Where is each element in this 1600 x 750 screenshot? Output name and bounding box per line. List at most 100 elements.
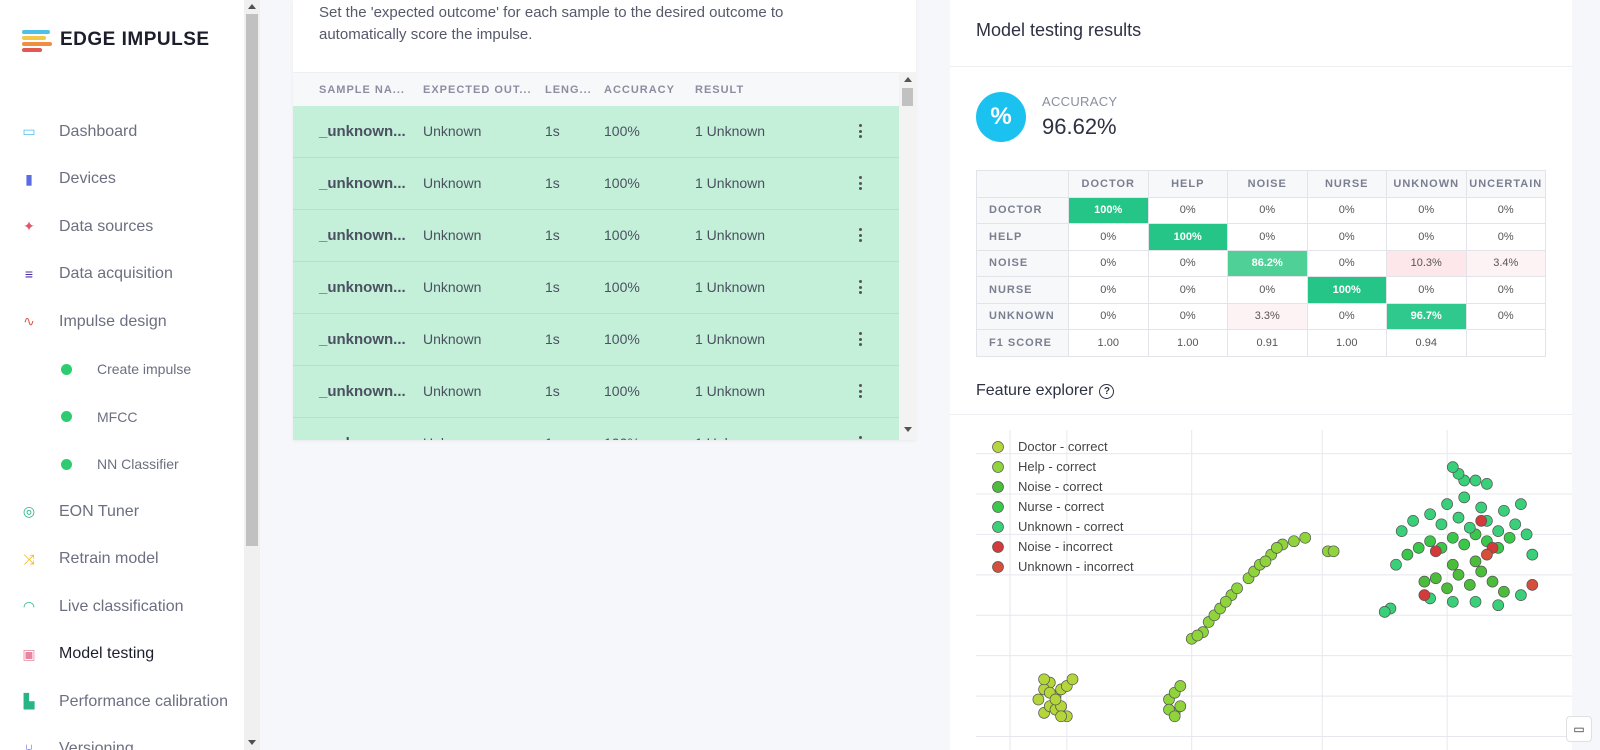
table-row[interactable]: _unknown... Unknown 1s 100% 1 Unknown	[293, 210, 899, 262]
scatter-point	[1407, 515, 1419, 527]
sidebar-item-versioning[interactable]: ⑂ Versioning	[0, 726, 244, 750]
scatter-point	[1424, 535, 1436, 548]
sidebar-item-data-acquisition[interactable]: ≡ Data acquisition	[0, 251, 244, 299]
sidebar-item-mfcc[interactable]: MFCC	[0, 393, 244, 441]
table-row[interactable]: _unknown... Unknown 1s 100% 1 Unknown	[293, 418, 899, 440]
table-scrollbar[interactable]	[899, 72, 916, 440]
cell-name[interactable]: _unknown...	[319, 123, 406, 140]
cell-name[interactable]: _unknown...	[319, 435, 406, 440]
sidebar-item-nn-classifier[interactable]: NN Classifier	[0, 441, 244, 489]
matrix-row-header: F1 SCORE	[976, 329, 1069, 357]
cell-name[interactable]: _unknown...	[319, 227, 406, 244]
cell-name[interactable]: _unknown...	[319, 175, 406, 192]
scroll-down-arrow-icon[interactable]	[248, 740, 256, 745]
scatter-point	[1418, 575, 1431, 588]
table-scroll-thumb[interactable]	[902, 88, 913, 106]
scatter-point	[1435, 518, 1448, 531]
sidebar-item-devices[interactable]: ▮ Devices	[0, 156, 244, 204]
table-row[interactable]: _unknown... Unknown 1s 100% 1 Unknown	[293, 262, 899, 314]
kebab-menu-icon[interactable]	[859, 436, 863, 440]
matrix-cell: 96.7%	[1386, 302, 1467, 330]
col-sample-name[interactable]: SAMPLE NA...	[319, 84, 405, 96]
matrix-cell: 0%	[1306, 302, 1387, 330]
matrix-cell: 3.4%	[1465, 249, 1546, 277]
help-icon[interactable]: ?	[1099, 383, 1115, 399]
scatter-point	[1469, 555, 1482, 568]
table-row[interactable]: _unknown... Unknown 1s 100% 1 Unknown	[293, 106, 899, 158]
kebab-menu-icon[interactable]	[859, 332, 863, 346]
sidebar: EDGE IMPULSE ▭ Dashboard ▮ Devices ✦ Data sou…	[0, 0, 244, 750]
table-row[interactable]: _unknown... Unknown 1s 100% 1 Unknown	[293, 366, 899, 418]
chat-icon[interactable]: ▭	[1566, 716, 1592, 742]
results-panel: Model testing results % ACCURACY 96.62% …	[950, 0, 1572, 750]
sidebar-item-model-testing[interactable]: ▣ Model testing	[0, 631, 244, 679]
scatter-point	[1526, 548, 1539, 561]
legend-entry: Unknown - incorrect	[1018, 559, 1134, 574]
sidebar-item-label: Live classification	[59, 597, 184, 615]
kebab-menu-icon[interactable]	[859, 124, 863, 138]
sidebar-item-eon-tuner[interactable]: ◎ EON Tuner	[0, 488, 244, 536]
col-result[interactable]: RESULT	[695, 84, 745, 96]
sidebar-item-create-impulse[interactable]: Create impulse	[0, 346, 244, 394]
cell-name[interactable]: _unknown...	[319, 331, 406, 348]
dot-icon	[61, 458, 72, 470]
scatter-point	[1049, 693, 1062, 706]
table-row[interactable]: _unknown... Unknown 1s 100% 1 Unknown	[293, 158, 899, 210]
scatter-point	[1526, 579, 1539, 591]
matrix-cell: 0%	[1465, 302, 1546, 330]
cell-expected: Unknown	[423, 175, 482, 191]
feature-explorer-chart[interactable]: Doctor - correct Help - correct Noise - co…	[976, 430, 1572, 750]
legend-marker	[992, 541, 1004, 553]
table-row[interactable]: _unknown... Unknown 1s 100% 1 Unknown	[293, 314, 899, 366]
scroll-down-arrow-icon[interactable]	[904, 427, 912, 432]
scatter-point	[1174, 700, 1187, 713]
cell-name[interactable]: _unknown...	[319, 279, 406, 296]
col-expected-outcome[interactable]: EXPECTED OUT...	[423, 84, 532, 96]
sidebar-item-performance-calibration[interactable]: ▙ Performance calibration	[0, 678, 244, 726]
edge-impulse-logo-icon	[22, 28, 54, 52]
cell-result: 1 Unknown	[695, 279, 766, 295]
scroll-up-arrow-icon[interactable]	[248, 4, 256, 9]
cell-result: 1 Unknown	[695, 331, 766, 347]
sidebar-item-label: MFCC	[97, 408, 138, 425]
sidebar-scroll-thumb[interactable]	[246, 14, 258, 546]
scatter-point	[1412, 542, 1425, 554]
col-length[interactable]: LENG...	[545, 84, 592, 96]
sidebar-item-dashboard[interactable]: ▭ Dashboard	[0, 108, 244, 156]
kebab-menu-icon[interactable]	[859, 176, 863, 190]
kebab-menu-icon[interactable]	[859, 280, 863, 294]
matrix-cell: 86.2%	[1227, 249, 1308, 277]
legend-marker	[992, 441, 1004, 453]
kebab-menu-icon[interactable]	[859, 228, 863, 242]
col-accuracy[interactable]: ACCURACY	[604, 84, 675, 96]
matrix-cell: 0%	[1465, 276, 1546, 304]
scroll-up-arrow-icon[interactable]	[904, 77, 912, 82]
cell-name[interactable]: _unknown...	[319, 383, 406, 400]
matrix-col-header: NURSE	[1306, 170, 1387, 198]
sidebar-item-impulse-design[interactable]: ∿ Impulse design	[0, 298, 244, 346]
matrix-cell: 0%	[1306, 249, 1387, 277]
scatter-point	[1219, 595, 1232, 608]
matrix-cell: 0%	[1068, 302, 1149, 330]
matrix-cell: 0%	[1147, 302, 1228, 330]
kebab-menu-icon[interactable]	[859, 384, 863, 398]
scatter-point	[1270, 542, 1283, 554]
cell-expected: Unknown	[423, 435, 481, 440]
brand-logo[interactable]: EDGE IMPULSE	[22, 28, 210, 52]
cell-length: 1s	[545, 331, 560, 347]
matrix-col-header: NOISE	[1227, 170, 1308, 198]
sidebar-item-retrain-model[interactable]: ⤨ Retrain model	[0, 536, 244, 584]
matrix-cell: 100%	[1068, 196, 1149, 224]
matrix-cell: 10.3%	[1386, 249, 1467, 277]
cell-result: 1 Unknown	[695, 383, 766, 399]
scatter-point	[1327, 545, 1340, 558]
legend-entry: Doctor - correct	[1018, 439, 1108, 454]
scatter-point	[1469, 595, 1482, 608]
git-branch-icon: ⑂	[24, 741, 34, 750]
sidebar-item-data-sources[interactable]: ✦ Data sources	[0, 203, 244, 251]
scatter-point	[1463, 521, 1476, 534]
scatter-point	[1515, 589, 1527, 601]
sidebar-item-live-classification[interactable]: ◠ Live classification	[0, 583, 244, 631]
sidebar-scrollbar[interactable]	[244, 0, 260, 750]
matrix-cell: 0%	[1068, 276, 1149, 304]
